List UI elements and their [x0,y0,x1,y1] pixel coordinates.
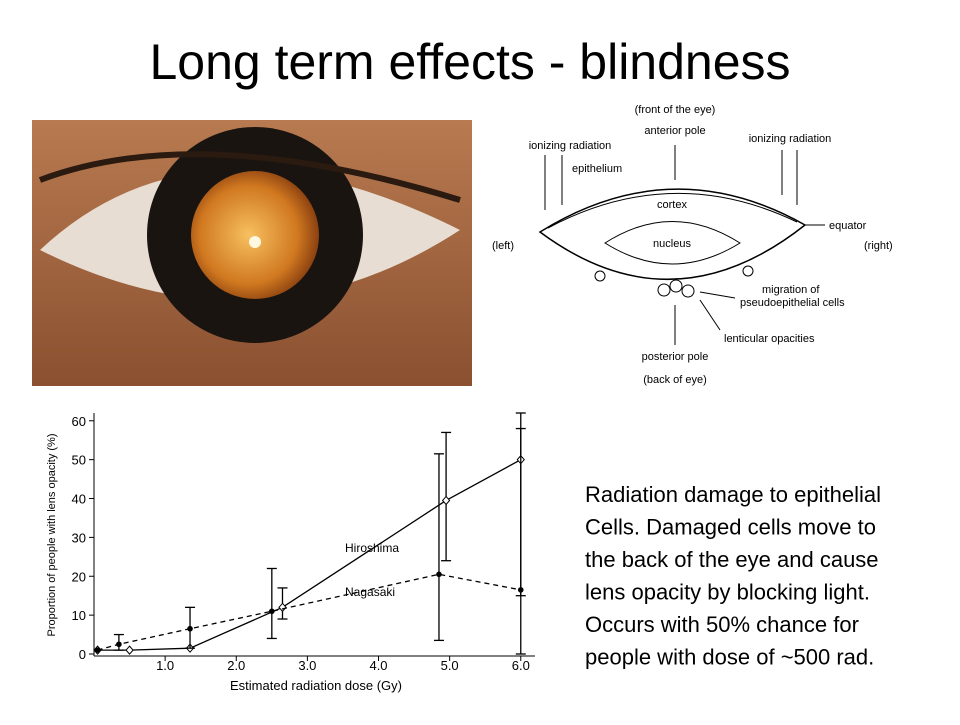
body-line: people with dose of ~500 rad. [585,645,874,670]
diagram-label: (left) [492,240,514,252]
x-tick-label: 3.0 [298,658,316,673]
y-tick-label: 60 [72,414,86,429]
diagram-label: cortex [657,199,687,211]
point [436,571,442,578]
point [441,495,451,506]
x-tick-label: 1.0 [156,658,174,673]
y-tick-label: 20 [72,569,86,584]
y-tick-label: 30 [72,530,86,545]
y-axis-label: Proportion of people with lens opacity (… [46,434,58,637]
diagram-label: (back of eye) [643,374,707,386]
diagram-label: (right) [864,240,893,252]
error-bar [433,453,444,642]
body-line: Occurs with 50% chance for [585,612,859,637]
series-label: Hiroshima [345,541,399,555]
y-tick-label: 10 [72,608,86,623]
diagram-label: ionizing radiation [529,140,612,152]
x-tick-label: 5.0 [441,658,459,673]
x-tick-label: 4.0 [369,658,387,673]
point [517,587,524,593]
point [125,645,134,655]
y-tick-label: 40 [72,492,86,507]
point [116,641,122,648]
point [278,602,287,613]
x-tick-label: 6.0 [512,658,530,673]
body-line: the back of the eye and cause [585,547,879,572]
diagram-label: pseudoepithelial cells [740,297,845,309]
error-bar [515,427,526,655]
diagram-label: equator [829,220,867,232]
diagram-label: migration of [762,284,820,296]
diagram-label: posterior pole [642,351,709,363]
x-axis-label: Estimated radiation dose (Gy) [230,678,402,693]
eye-photo [32,120,472,386]
lens-labels: (front of the eye) anterior pole ionizin… [492,104,893,386]
diagram-label: nucleus [653,238,691,250]
series-label: Nagasaki [345,585,395,599]
body-line: Cells. Damaged cells move to [585,515,876,540]
error-bar [266,567,277,640]
series-line [97,573,521,651]
diagram-label: ionizing radiation [749,133,832,145]
x-tick-label: 2.0 [227,658,245,673]
series-line [97,459,522,651]
diagram-label: anterior pole [644,125,705,137]
slide-title: Long term effects - blindness [149,34,790,90]
diagram-label: (front of the eye) [635,104,716,116]
lens-diagram [538,145,825,345]
body-line: lens opacity by blocking light. [585,580,870,605]
point [187,625,193,632]
y-tick-label: 0 [79,647,86,662]
chart: Estimated radiation dose (Gy) Proportion… [46,412,535,693]
y-tick-label: 50 [72,453,86,468]
body-line: Radiation damage to epithelial [585,482,881,507]
point [94,647,101,653]
diagram-label: epithelium [572,163,622,175]
point [269,608,275,615]
diagram-label: lenticular opacities [724,333,815,345]
body-text: Radiation damage to epithelial Cells. Dam… [585,482,881,670]
